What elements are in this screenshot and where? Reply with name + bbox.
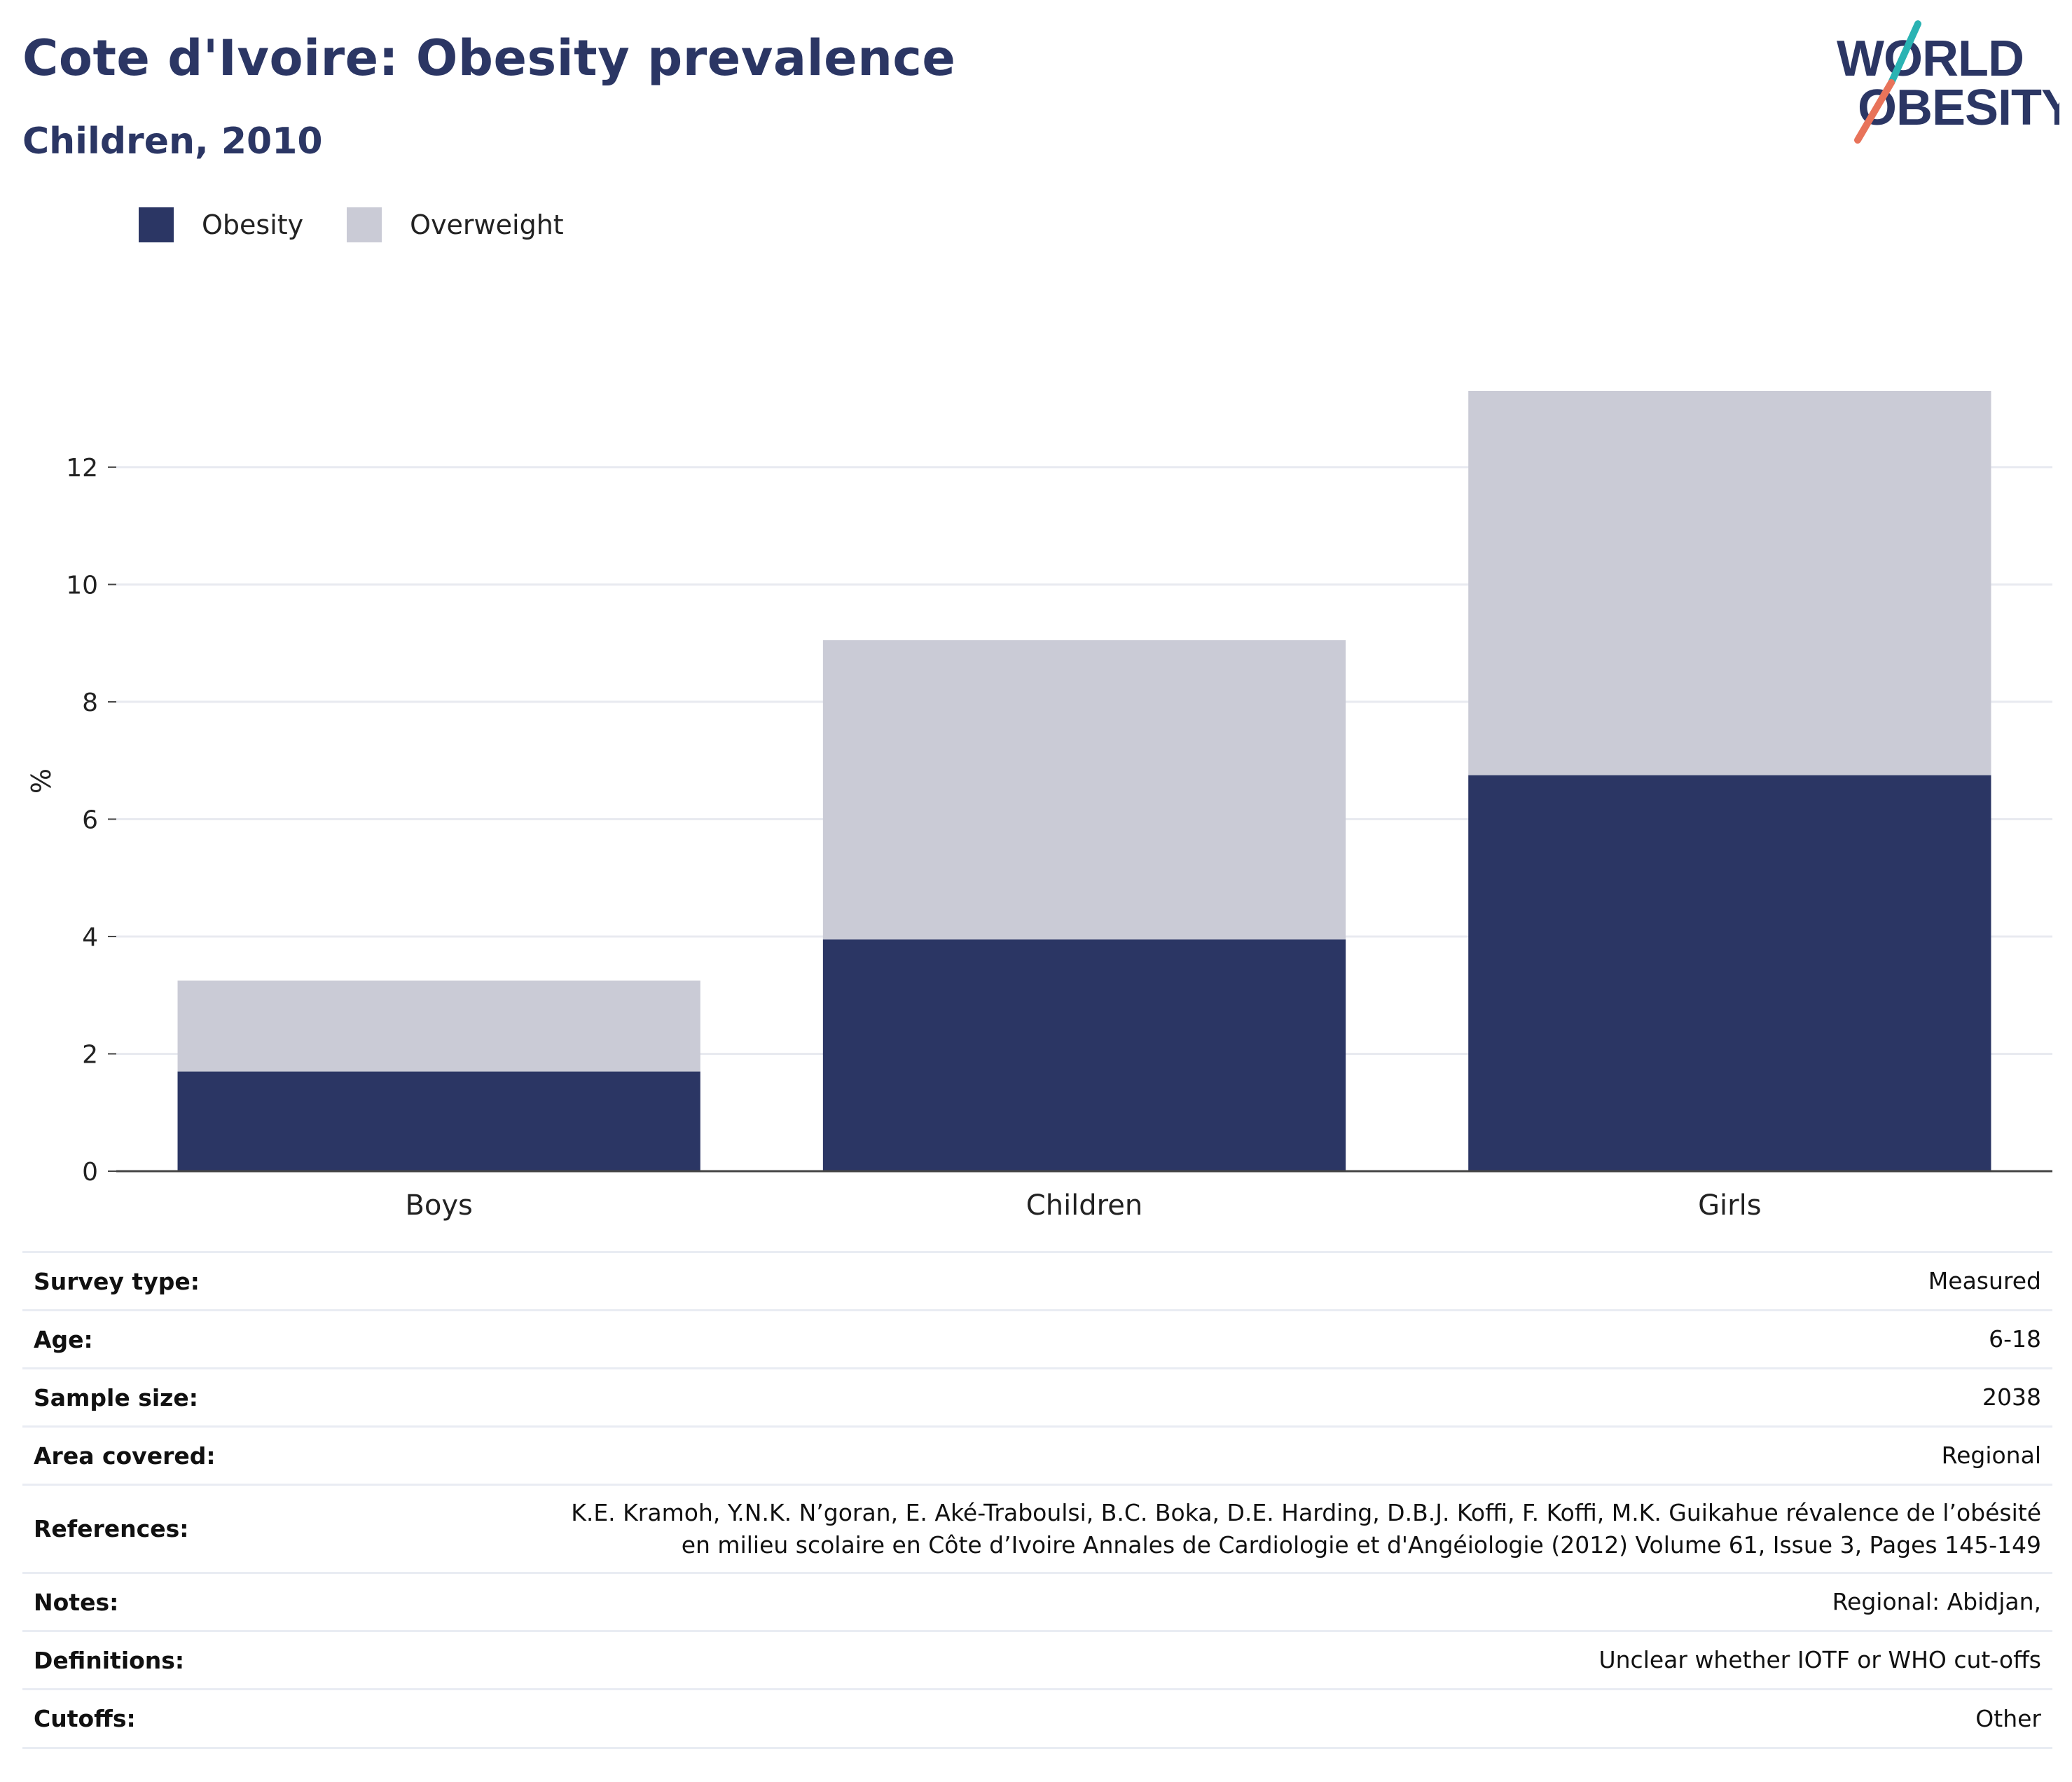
bar-overweight-girls[interactable]: [1468, 391, 1991, 775]
bars: [177, 391, 1991, 1171]
x-tick-label: Boys: [405, 1189, 472, 1222]
stacked-bar-chart: 0 2 4 6 8 10 12 Boys Children Girls %: [26, 391, 2052, 1222]
legend-label-overweight: Overweight: [410, 209, 564, 240]
bar-obesity-children[interactable]: [822, 939, 1346, 1171]
bar-overweight-boys[interactable]: [177, 980, 700, 1072]
world-obesity-logo: WORLD OBESITY: [1837, 20, 2059, 144]
y-tick-label: 2: [82, 1040, 98, 1069]
info-label: Cutoffs:: [22, 1688, 535, 1749]
y-tick-label: 6: [82, 806, 98, 834]
info-value: Measured: [535, 1251, 2052, 1311]
y-tick-label: 8: [82, 689, 98, 717]
y-tick-label: 10: [66, 571, 98, 600]
chart-subtitle: Children, 2010: [22, 120, 323, 163]
legend-label-obesity: Obesity: [202, 209, 304, 240]
chart-legend: Obesity Overweight: [139, 207, 607, 242]
info-label: Survey type:: [22, 1251, 535, 1311]
info-row-notes: Notes: Regional: Abidjan,: [22, 1572, 2052, 1631]
info-label: Area covered:: [22, 1425, 535, 1485]
logo-text-world: WORLD: [1837, 31, 2024, 87]
info-label: Age:: [22, 1309, 535, 1369]
info-value: 6-18: [535, 1309, 2052, 1369]
info-label: Notes:: [22, 1572, 535, 1631]
info-value: Unclear whether IOTF or WHO cut-offs: [535, 1630, 2052, 1690]
x-tick-label: Children: [1026, 1189, 1142, 1222]
bar-obesity-boys[interactable]: [177, 1071, 700, 1171]
x-tick-label: Girls: [1698, 1189, 1762, 1222]
info-label: Definitions:: [22, 1630, 535, 1690]
chart-title: Cote d'Ivoire: Obesity prevalence: [22, 29, 956, 87]
info-row-references: References: K.E. Kramoh, Y.N.K. N’goran, …: [22, 1484, 2052, 1573]
y-tick-label: 0: [82, 1158, 98, 1187]
info-row-cutoffs: Cutoffs: Other: [22, 1688, 2052, 1749]
info-value: Other: [535, 1688, 2052, 1749]
info-value: 2038: [535, 1367, 2052, 1427]
bar-overweight-children[interactable]: [822, 640, 1346, 940]
legend-swatch-overweight: [347, 207, 382, 242]
info-row-sample-size: Sample size: 2038: [22, 1367, 2052, 1427]
info-value: K.E. Kramoh, Y.N.K. N’goran, E. Aké-Trab…: [535, 1484, 2052, 1573]
bar-obesity-girls[interactable]: [1468, 775, 1991, 1171]
info-row-definitions: Definitions: Unclear whether IOTF or WHO …: [22, 1630, 2052, 1690]
y-tick-label: 12: [66, 454, 98, 483]
legend-swatch-obesity: [139, 207, 174, 242]
y-axis-title: %: [26, 768, 57, 794]
info-row-area-covered: Area covered: Regional: [22, 1425, 2052, 1485]
y-tick-label: 4: [82, 923, 98, 952]
info-value: Regional: Abidjan,: [535, 1572, 2052, 1631]
logo-slash-top: [1888, 20, 1921, 86]
info-row-survey-type: Survey type: Measured: [22, 1251, 2052, 1311]
legend-item-overweight[interactable]: Overweight: [347, 207, 564, 242]
survey-info-table: Survey type: Measured Age: 6-18 Sample size:…: [22, 1251, 2052, 1749]
info-label: Sample size:: [22, 1367, 535, 1427]
logo-slash-bottom: [1854, 79, 1895, 144]
legend-item-obesity[interactable]: Obesity: [139, 207, 303, 242]
info-label: References:: [22, 1484, 535, 1573]
info-value: Regional: [535, 1425, 2052, 1485]
info-row-age: Age: 6-18: [22, 1309, 2052, 1369]
axes: 0 2 4 6 8 10 12 Boys Children Girls: [66, 454, 2052, 1222]
